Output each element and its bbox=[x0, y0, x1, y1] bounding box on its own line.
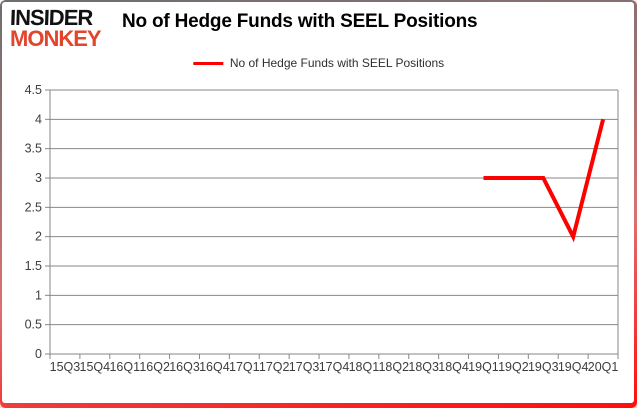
x-axis-label: 18Q2 bbox=[378, 360, 409, 374]
x-axis-label: 19Q1 bbox=[468, 360, 499, 374]
y-axis-label: 3.5 bbox=[25, 142, 42, 156]
x-axis-label: 18Q4 bbox=[438, 360, 469, 374]
x-axis-label: 17Q1 bbox=[229, 360, 260, 374]
y-axis-label: 4.5 bbox=[25, 83, 42, 97]
x-axis-label: 20Q1 bbox=[588, 360, 619, 374]
legend-label: No of Hedge Funds with SEEL Positions bbox=[229, 56, 445, 70]
y-axis-label: 0.5 bbox=[25, 318, 42, 332]
x-axis-label: 16Q1 bbox=[109, 360, 140, 374]
logo-line-monkey: MONKEY bbox=[10, 25, 102, 51]
data-line bbox=[483, 118, 606, 243]
y-axis-label: 0 bbox=[35, 347, 42, 361]
y-axis-label: 4 bbox=[35, 112, 42, 126]
x-axis-label: 19Q2 bbox=[498, 360, 529, 374]
x-axis-label: 15Q4 bbox=[80, 360, 111, 374]
x-axis-label: 18Q3 bbox=[408, 360, 439, 374]
y-axis-label: 2.5 bbox=[25, 200, 42, 214]
y-axis-label: 1.5 bbox=[25, 259, 42, 273]
x-axis-label: 16Q3 bbox=[169, 360, 200, 374]
x-axis-label: 15Q3 bbox=[50, 360, 81, 374]
legend-line-swatch bbox=[192, 61, 223, 65]
y-axis-label: 1 bbox=[35, 288, 42, 302]
x-axis-label: 16Q2 bbox=[139, 360, 170, 374]
x-axis-label: 19Q4 bbox=[558, 360, 589, 374]
x-axis-label: 19Q3 bbox=[528, 360, 559, 374]
chart-title: No of Hedge Funds with SEEL Positions bbox=[122, 11, 478, 32]
x-axis-label: 17Q3 bbox=[289, 360, 320, 374]
x-axis-label: 16Q4 bbox=[199, 360, 230, 374]
x-axis-label: 17Q4 bbox=[319, 360, 350, 374]
x-axis-label: 17Q2 bbox=[259, 360, 290, 374]
chart-background bbox=[2, 2, 634, 403]
x-axis-label: 18Q1 bbox=[349, 360, 380, 374]
y-axis-label: 2 bbox=[35, 230, 42, 244]
legend: No of Hedge Funds with SEEL Positions bbox=[192, 56, 445, 70]
insider-monkey-logo: INSIDER MONKEY bbox=[10, 5, 102, 51]
y-axis-label: 3 bbox=[35, 171, 42, 185]
